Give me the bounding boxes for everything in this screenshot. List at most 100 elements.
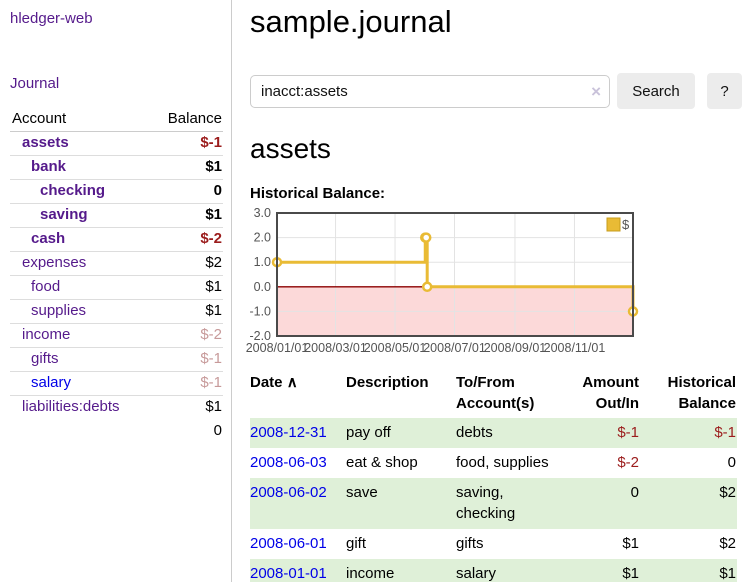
account-row: salary $-1 [10,371,223,396]
transaction-description: save [346,484,378,501]
register-col-date[interactable]: Date ∧ [250,374,298,391]
sidebar-account-link[interactable]: checking [40,182,106,199]
balance-chart[interactable]: $3.0 2.0 1.0 0.0 -1.0 -2.0 2008/01/01 2008/03/0… [246,206,720,359]
transaction-balance: $2 [719,535,736,552]
x-tick-label: 2008/05/01 [364,341,427,355]
sidebar-account-link[interactable]: gifts [31,350,59,367]
x-tick-label: 2008/11/01 [544,341,606,355]
transaction-accounts: salary [456,565,497,582]
clear-search-icon[interactable]: × [591,81,601,101]
transaction-date-link[interactable]: 2008-06-02 [250,484,327,501]
data-point-marker [420,232,432,243]
chart-plot[interactable]: $3.0 2.0 1.0 0.0 -1.0 -2.02008/01/012008/03/0… [246,206,720,359]
transaction-amount: $-2 [617,454,639,471]
accounts-total-value: 0 [213,422,222,439]
transaction-accounts: debts [456,424,493,441]
account-row: food $1 [10,275,223,300]
help-button[interactable]: ? [707,73,742,109]
register-table-body: 2008-12-31 pay off debts $-1 $-1 2008-06-03 ea… [250,418,737,582]
account-balance: $1 [149,203,223,228]
transaction-description: pay off [346,424,391,441]
account-row: checking 0 [10,179,223,204]
register-col-accounts: To/From Account(s) [456,374,535,412]
register-table: Date ∧ Description To/From Account(s) Amo… [250,370,737,582]
x-tick-label: 2008/01/01 [246,341,309,355]
app-title-link[interactable]: hledger-web [10,10,93,27]
account-balance: 0 [149,179,223,204]
account-row: income $-2 [10,323,223,348]
page-title: sample.journal [250,4,452,39]
search-button[interactable]: Search [617,73,695,109]
y-tick-label: -2.0 [249,329,271,343]
account-row: supplies $1 [10,299,223,324]
transaction-row: 2008-06-03 eat & shop food, supplies $-2 0 [250,448,737,478]
transaction-amount: $-1 [617,424,639,441]
x-tick-label: 2008/03/01 [304,341,367,355]
transaction-balance: $1 [719,565,736,582]
transaction-date-link[interactable]: 2008-01-01 [250,565,327,582]
account-heading: assets [250,133,331,164]
sidebar-account-link[interactable]: assets [22,134,69,151]
search-input[interactable] [250,74,610,108]
transaction-balance: $2 [719,484,736,501]
transaction-amount: 0 [630,484,639,501]
search-form: × Search ? [250,73,742,109]
transaction-description: gift [346,535,367,552]
transaction-accounts: saving, checking [456,484,516,522]
legend-label: $ [622,217,630,232]
account-balance: $2 [149,251,223,276]
transaction-row: 2008-06-01 gift gifts $1 $2 [250,529,737,559]
accounts-table: Account Balance assets $-1 bank $1 checking 0… [10,107,223,443]
main-content: sample.journal × Search ? assets Histori… [232,0,742,582]
transaction-row: 2008-01-01 income salary $1 $1 [250,559,737,582]
legend-swatch [606,217,621,232]
y-tick-label: 1.0 [254,255,271,269]
accounts-col-balance: Balance [149,107,223,132]
account-row: expenses $2 [10,251,223,276]
x-tick-label: 2008/07/01 [423,341,486,355]
account-balance: $-2 [149,323,223,348]
sidebar-account-link[interactable]: expenses [22,254,87,271]
transaction-amount: $1 [622,565,639,582]
sidebar-item-journal[interactable]: Journal [10,75,60,92]
plot-border [276,212,634,337]
account-balance: $1 [149,299,223,324]
sort-asc-icon: ∧ [286,374,298,391]
transaction-balance: $-1 [714,424,736,441]
account-row: saving $1 [10,203,223,228]
transaction-balance: 0 [727,454,736,471]
transaction-description: eat & shop [346,454,418,471]
account-balance: $-2 [149,227,223,252]
account-balance: $-1 [149,371,223,396]
x-tick-label: 2008/09/01 [484,341,547,355]
account-balance: $1 [149,155,223,180]
transaction-row: 2008-12-31 pay off debts $-1 $-1 [250,418,737,448]
transaction-date-link[interactable]: 2008-06-03 [250,454,327,471]
y-tick-label: -1.0 [249,304,271,318]
account-balance: $-1 [149,347,223,372]
register-col-balance: Historical Balance [667,374,736,412]
sidebar-account-link[interactable]: food [31,278,61,295]
account-row: gifts $-1 [10,347,223,372]
sidebar-account-link[interactable]: supplies [31,302,87,319]
transaction-date-link[interactable]: 2008-12-31 [250,424,327,441]
transaction-description: income [346,565,395,582]
account-row: cash $-2 [10,227,223,252]
sidebar-account-link[interactable]: cash [31,230,66,247]
account-row: assets $-1 [10,132,223,156]
account-row: liabilities:debts $1 [10,395,223,419]
register-header-row: Date ∧ Description To/From Account(s) Amo… [250,370,737,418]
account-balance: $-1 [200,134,222,151]
sidebar-account-link[interactable]: liabilities:debts [22,398,120,415]
sidebar-account-link[interactable]: saving [40,206,88,223]
register-col-amount: Amount Out/In [582,374,639,412]
transaction-date-link[interactable]: 2008-06-01 [250,535,327,552]
y-tick-label: 0.0 [254,280,271,294]
transaction-row: 2008-06-02 save saving, checking 0 $2 [250,478,737,529]
sidebar-account-link[interactable]: salary [31,374,72,391]
accounts-col-account: Account [10,107,150,132]
sidebar-account-link[interactable]: income [22,326,71,343]
sidebar-account-link[interactable]: bank [31,158,67,175]
chart-title: Historical Balance: [250,185,386,202]
